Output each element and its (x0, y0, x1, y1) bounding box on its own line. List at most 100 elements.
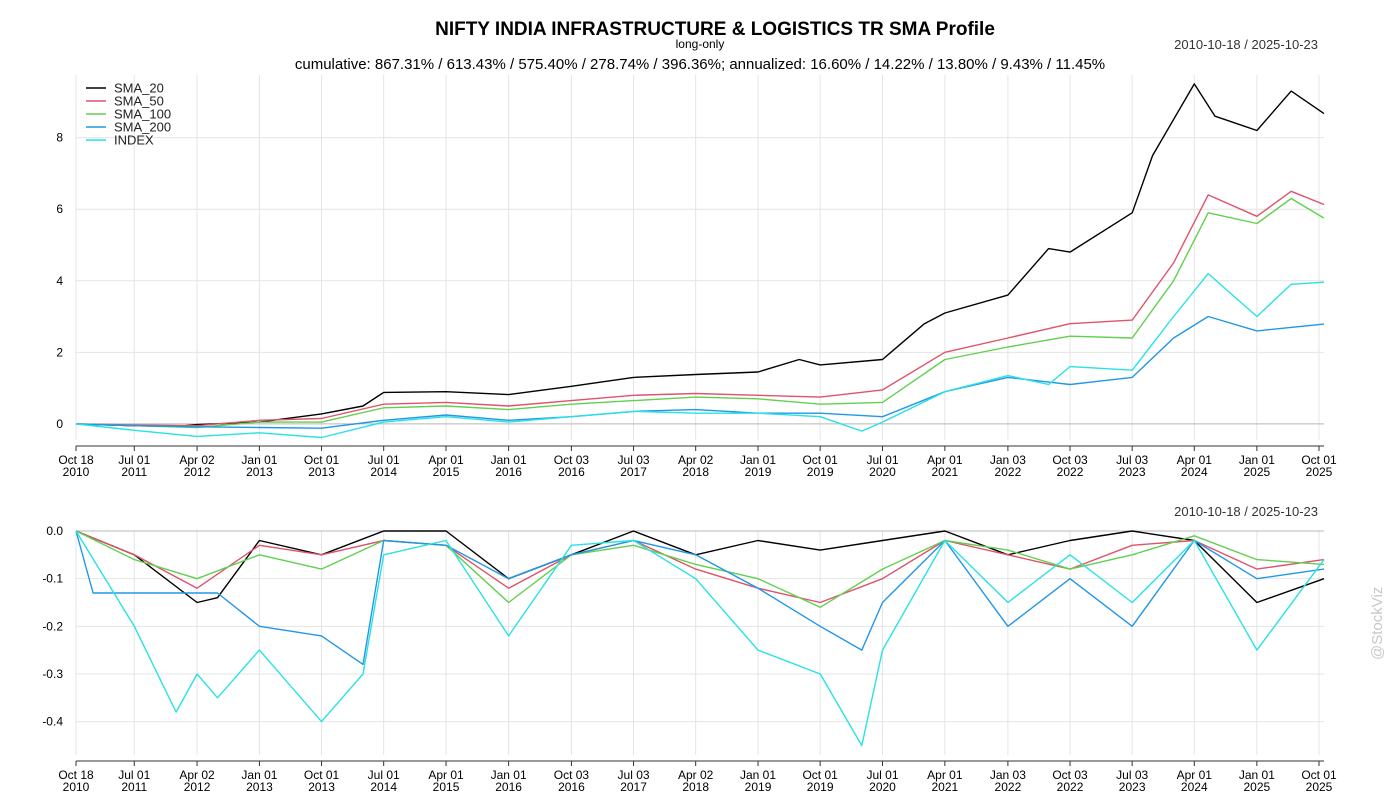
x-tick-label: Jul 01 (866, 453, 898, 467)
x-tick-label: Apr 02 (678, 453, 714, 467)
x-tick-year: 2017 (620, 780, 647, 794)
y-tick-label: -0.3 (42, 667, 63, 681)
series-line-sma-20 (75, 530, 1325, 604)
x-tick-year: 2014 (370, 465, 397, 479)
x-tick-year: 2014 (370, 780, 397, 794)
legend-label: SMA_200 (114, 120, 171, 135)
y-tick-label: 4 (56, 274, 63, 288)
x-tick-label: Jan 03 (990, 768, 1026, 782)
x-tick-year: 2015 (433, 465, 460, 479)
x-tick-year: 2013 (308, 465, 335, 479)
x-tick-year: 2021 (932, 780, 959, 794)
x-tick-label: Jan 01 (740, 453, 776, 467)
x-tick-year: 2013 (246, 465, 273, 479)
x-tick-year: 2025 (1244, 780, 1271, 794)
series-line-index (75, 272, 1325, 439)
x-tick-year: 2015 (433, 780, 460, 794)
x-tick-label: Jan 03 (990, 453, 1026, 467)
x-tick-label: Jul 03 (1116, 768, 1148, 782)
x-tick-year: 2022 (1057, 780, 1084, 794)
x-tick-year: 2025 (1306, 465, 1333, 479)
x-tick-year: 2012 (184, 780, 211, 794)
top-date-range: 2010-10-18 / 2025-10-23 (1174, 37, 1318, 52)
x-tick-year: 2025 (1244, 465, 1271, 479)
x-tick-label: Jan 01 (491, 453, 527, 467)
watermark: @StockViz (1369, 587, 1386, 660)
x-tick-label: Jul 01 (368, 768, 400, 782)
x-tick-year: 2010 (63, 465, 90, 479)
chart-subtitle: long-only (676, 37, 725, 51)
series-line-sma-200 (75, 530, 1325, 666)
x-tick-label: Apr 01 (927, 768, 963, 782)
x-tick-year: 2021 (932, 465, 959, 479)
y-tick-label: -0.1 (42, 572, 63, 586)
x-tick-label: Jul 03 (618, 768, 650, 782)
x-tick-label: Oct 01 (304, 768, 340, 782)
x-tick-year: 2020 (869, 780, 896, 794)
x-tick-label: Oct 01 (802, 768, 838, 782)
bottom-date-range: 2010-10-18 / 2025-10-23 (1174, 504, 1318, 519)
legend-label: SMA_100 (114, 107, 171, 122)
x-tick-year: 2016 (558, 465, 585, 479)
x-tick-label: Apr 01 (428, 768, 464, 782)
legend-label: SMA_20 (114, 81, 164, 96)
series-line-index (75, 530, 1325, 747)
x-tick-label: Apr 01 (927, 453, 963, 467)
legend-label: SMA_50 (114, 94, 164, 109)
x-tick-label: Oct 18 (58, 453, 94, 467)
x-tick-label: Oct 03 (1052, 768, 1088, 782)
x-tick-year: 2019 (745, 465, 772, 479)
x-tick-year: 2020 (869, 465, 896, 479)
y-tick-label: 6 (56, 202, 63, 216)
x-tick-label: Jan 01 (241, 453, 277, 467)
x-tick-label: Jul 01 (118, 453, 150, 467)
x-tick-year: 2019 (745, 780, 772, 794)
y-tick-label: 0 (56, 417, 63, 431)
x-tick-year: 2024 (1181, 465, 1208, 479)
x-tick-year: 2024 (1181, 780, 1208, 794)
series-line-sma-100 (75, 530, 1325, 608)
series-line-sma-50 (75, 530, 1325, 604)
series-line-sma-200 (75, 315, 1325, 429)
x-tick-year: 2011 (121, 780, 147, 794)
x-tick-year: 2017 (620, 465, 647, 479)
x-tick-label: Oct 01 (304, 453, 340, 467)
series-line-sma-20 (75, 83, 1325, 428)
x-tick-year: 2023 (1119, 780, 1146, 794)
x-tick-year: 2016 (558, 780, 585, 794)
x-tick-label: Jan 01 (1239, 768, 1275, 782)
x-tick-label: Oct 03 (554, 453, 590, 467)
chart-title: NIFTY INDIA INFRASTRUCTURE & LOGISTICS T… (435, 19, 995, 40)
x-tick-label: Apr 02 (678, 768, 714, 782)
x-tick-year: 2018 (682, 780, 709, 794)
x-tick-year: 2023 (1119, 465, 1146, 479)
x-tick-label: Oct 03 (1052, 453, 1088, 467)
x-tick-label: Oct 01 (1301, 768, 1337, 782)
x-tick-label: Jan 01 (491, 768, 527, 782)
x-tick-label: Apr 02 (179, 768, 215, 782)
x-tick-label: Apr 01 (428, 453, 464, 467)
x-tick-year: 2022 (995, 465, 1022, 479)
x-tick-year: 2019 (807, 780, 834, 794)
x-tick-year: 2025 (1306, 780, 1333, 794)
stats-line: cumulative: 867.31% / 613.43% / 575.40% … (295, 56, 1105, 73)
x-tick-label: Jan 01 (740, 768, 776, 782)
x-tick-label: Jul 01 (866, 768, 898, 782)
x-tick-year: 2022 (1057, 465, 1084, 479)
x-tick-label: Jul 03 (1116, 453, 1148, 467)
x-tick-label: Apr 01 (1177, 453, 1213, 467)
x-tick-year: 2016 (495, 780, 522, 794)
y-tick-label: -0.2 (42, 619, 63, 633)
y-tick-label: 8 (56, 131, 63, 145)
x-tick-label: Oct 01 (1301, 453, 1337, 467)
x-tick-year: 2013 (308, 780, 335, 794)
x-tick-year: 2019 (807, 465, 834, 479)
x-tick-label: Jul 01 (118, 768, 150, 782)
x-tick-label: Oct 01 (802, 453, 838, 467)
x-tick-label: Jan 01 (1239, 453, 1275, 467)
x-tick-label: Apr 02 (179, 453, 215, 467)
